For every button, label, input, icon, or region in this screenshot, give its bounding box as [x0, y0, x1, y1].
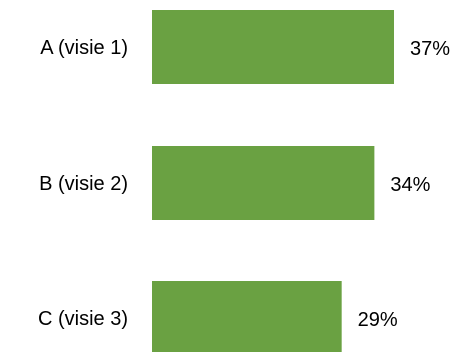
category-label-b: B (visie 2) — [39, 173, 128, 195]
bar-c — [152, 281, 342, 352]
bar-a — [152, 10, 394, 84]
bar-b — [152, 146, 375, 220]
category-labels-group: A (visie 1) B (visie 2) C (visie 3) — [38, 37, 128, 330]
value-label-c: 29% — [358, 309, 398, 331]
value-label-b: 34% — [390, 174, 430, 196]
bars-group — [152, 10, 394, 352]
value-label-a: 37% — [410, 38, 450, 60]
category-label-c: C (visie 3) — [38, 308, 128, 330]
category-label-a: A (visie 1) — [40, 37, 128, 59]
value-labels-group: 37% 34% 29% — [358, 38, 451, 331]
